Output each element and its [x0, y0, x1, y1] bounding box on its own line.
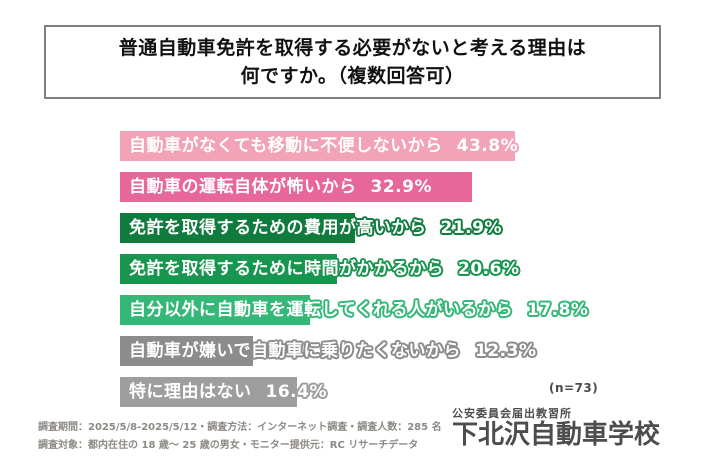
bar-percentage-value: 16.4% [265, 382, 327, 402]
bar-label-and-value: 特に理由はない 16.4% [129, 377, 327, 407]
bar [120, 295, 310, 325]
bar-label-and-value: 免許を取得するための費用が高いから 21.9% [129, 213, 502, 243]
bar-label-and-value: 自動車が嫌いで自動車に乗りたくないから 12.3% [129, 336, 536, 366]
bar-row: 自動車がなくても移動に不便しないから 43.8% [120, 131, 680, 161]
bar-label-and-value: 自動車の運転自体が怖いから 32.9% [129, 172, 432, 202]
survey-question-title-box: 普通自動車免許を取得する必要がないと考える理由は 何ですか。（複数回答可） [44, 25, 661, 99]
bar-row: 免許を取得するために時間がかかるから 20.6% [120, 254, 680, 284]
bar-percentage-value: 32.9% [370, 177, 432, 197]
bar-percentage-value: 12.3% [475, 341, 537, 361]
bar [120, 131, 515, 161]
bar-row: 特に理由はない 16.4% [120, 377, 680, 407]
bar-label-and-value: 免許を取得するために時間がかかるから 20.6% [129, 254, 519, 284]
bar [120, 336, 253, 366]
bar-row: 自動車の運転自体が怖いから 32.9% [120, 172, 680, 202]
bar-category-label: 自動車が嫌いで自動車に乗りたくないから [129, 341, 461, 361]
bar-category-label: 自分以外に自動車を運転してくれる人がいるから [129, 300, 513, 320]
horizontal-bar-chart: 自動車がなくても移動に不便しないから 43.8% 自動車の運転自体が怖いから 32.9… [120, 131, 680, 418]
bar-percentage-value: 43.8% [456, 136, 519, 156]
bar-row: 免許を取得するための費用が高いから 21.9% [120, 213, 680, 243]
survey-note-line-1: 調査期間：2025/5/8-2025/5/12・調査方法：インターネット調査・調… [38, 422, 442, 433]
bar [120, 172, 472, 202]
bar-row: 自動車が嫌いで自動車に乗りたくないから 12.3% [120, 336, 680, 366]
bar-label-and-value: 自分以外に自動車を運転してくれる人がいるから 17.8% [129, 295, 588, 325]
title-line-1: 普通自動車免許を取得する必要がないと考える理由は [118, 37, 587, 59]
survey-methodology-note: 調査期間：2025/5/8-2025/5/12・調査方法：インターネット調査・調… [38, 419, 442, 455]
bar-percentage-value: 21.9% [440, 218, 502, 238]
bar-row: 自分以外に自動車を運転してくれる人がいるから 17.8% [120, 295, 680, 325]
bar-category-label: 自動車がなくても移動に不便しないから [129, 136, 443, 156]
school-name-logo: 下北沢自動車学校 [452, 420, 661, 450]
bar-label-and-value: 自動車がなくても移動に不便しないから 43.8% [129, 131, 518, 161]
school-tagline: 公安委員会届出教習所 [452, 407, 572, 420]
school-branding: 公安委員会届出教習所 下北沢自動車学校 [452, 407, 662, 449]
sample-size-label: (n=73) [549, 381, 599, 395]
survey-note-line-2: 調査対象：都内在住の 18 歳〜 25 歳の男女・モニター提供元：RC リサーチ… [38, 440, 419, 451]
bar-category-label: 特に理由はない [129, 382, 252, 402]
bar [120, 254, 337, 284]
bar-category-label: 免許を取得するための費用が高いから [129, 218, 427, 238]
bar [120, 377, 297, 407]
bar-percentage-value: 17.8% [526, 300, 589, 320]
bar [120, 213, 355, 243]
bar-percentage-value: 20.6% [458, 259, 520, 279]
bar-category-label: 免許を取得するために時間がかかるから [129, 259, 444, 279]
bar-category-label: 自動車の運転自体が怖いから [129, 177, 357, 197]
title-line-2: 何ですか。（複数回答可） [240, 65, 465, 87]
